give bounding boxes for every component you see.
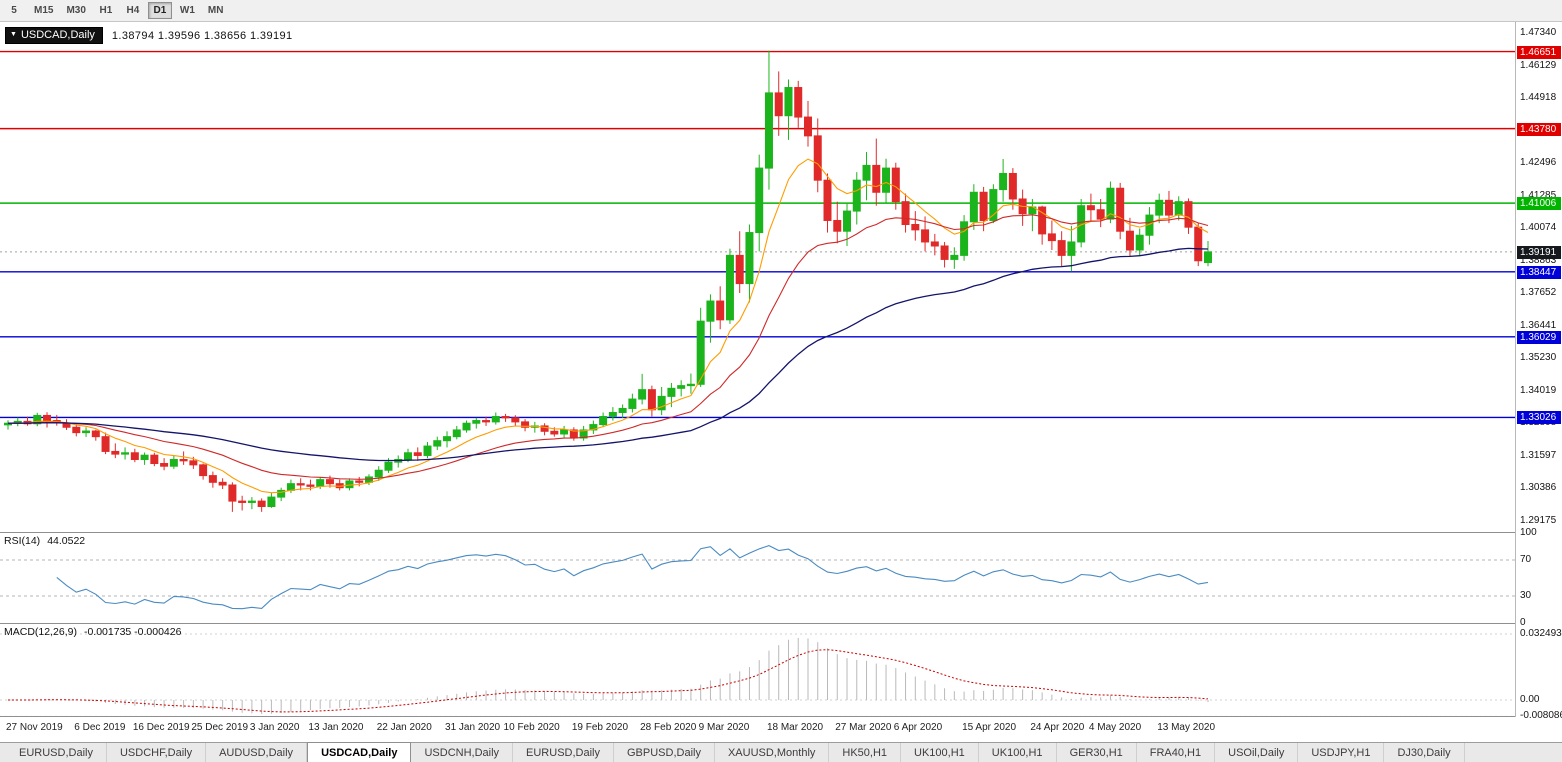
date-label: 9 Mar 2020 — [698, 722, 750, 733]
symbol-tab[interactable]: DJ30,Daily — [1384, 743, 1465, 762]
pane-separator — [0, 716, 1562, 717]
date-label: 6 Dec 2019 — [74, 722, 126, 733]
timeframe-button-d1[interactable]: D1 — [147, 2, 172, 19]
timeframe-toolbar: 5 M15 M30 H1 H4 D1 W1 MN — [0, 0, 1562, 22]
symbol-tab[interactable]: GBPUSD,Daily — [614, 743, 715, 762]
rsi-label: RSI(14) 44.0522 — [4, 535, 85, 547]
symbol-tab[interactable]: FRA40,H1 — [1137, 743, 1216, 762]
price-tick-label: 1.30386 — [1520, 482, 1557, 494]
timeframe-button-5[interactable]: 5 — [11, 5, 17, 16]
ohlc-values: 1.38794 1.39596 1.38656 1.39191 — [111, 29, 293, 42]
date-label: 25 Dec 2019 — [191, 722, 249, 733]
symbol-tab[interactable]: USDCNH,Daily — [411, 743, 514, 762]
date-label: 13 Jan 2020 — [308, 722, 364, 733]
symbol-tab[interactable]: UK100,H1 — [979, 743, 1057, 762]
timeframe-button-m15[interactable]: M15 — [34, 5, 54, 16]
symbol-label: USDCAD,Daily — [20, 29, 95, 41]
symbol-tab-bar: EURUSD,Daily USDCHF,Daily AUDUSD,Daily USDC… — [0, 742, 1562, 762]
symbol-tab[interactable]: USDJPY,H1 — [1298, 743, 1385, 762]
price-tick-label: 1.34019 — [1520, 384, 1557, 396]
timeframe-button-h4[interactable]: H4 — [126, 5, 140, 16]
symbol-tab[interactable]: XAUUSD,Monthly — [715, 743, 830, 762]
price-level-badge[interactable]: 1.43780 — [1517, 122, 1561, 136]
price-tick-label: 1.37652 — [1520, 287, 1557, 299]
price-level-badge[interactable]: 1.46651 — [1517, 45, 1561, 59]
date-label: 27 Nov 2019 — [6, 722, 63, 733]
main-chart-pane: ▼ USDCAD,Daily 1.38794 1.39596 1.38656 1… — [0, 22, 1515, 532]
symbol-tab[interactable]: USDCHF,Daily — [107, 743, 207, 762]
timeframe-button-h1[interactable]: H1 — [99, 5, 113, 16]
current-price-badge[interactable]: 1.39191 — [1517, 245, 1561, 259]
price-tick-label: 1.46129 — [1520, 59, 1557, 71]
price-level-badge[interactable]: 1.33026 — [1517, 411, 1561, 425]
rsi-tick-label: 100 — [1520, 527, 1537, 538]
macd-label: MACD(12,26,9) -0.001735 -0.000426 — [4, 626, 181, 638]
date-label: 16 Dec 2019 — [132, 722, 190, 733]
rsi-tick-label: 70 — [1520, 554, 1532, 565]
price-tick-label: 1.40074 — [1520, 222, 1557, 234]
symbol-tab[interactable]: HK50,H1 — [829, 743, 902, 762]
rsi-value: 44.0522 — [47, 535, 86, 547]
symbol-tab[interactable]: USDCAD,Daily — [307, 742, 412, 762]
price-axis: 1.473401.461291.449181.437071.424961.412… — [1515, 22, 1562, 721]
timeframe-button-w1[interactable]: W1 — [179, 5, 195, 16]
date-label: 13 May 2020 — [1157, 722, 1216, 733]
price-level-badge[interactable]: 1.38447 — [1517, 265, 1561, 279]
date-label: 15 Apr 2020 — [962, 722, 1017, 733]
chevron-down-icon: ▼ — [10, 31, 17, 38]
time-axis: 27 Nov 2019 6 Dec 2019 16 Dec 2019 25 Dec 2… — [0, 717, 1515, 742]
price-tick-label: 1.47340 — [1520, 27, 1557, 38]
price-tick-label: 1.35230 — [1520, 352, 1557, 364]
symbol-tab[interactable]: USOil,Daily — [1215, 743, 1299, 762]
timeframe-button-mn[interactable]: MN — [207, 5, 224, 16]
symbol-tab[interactable]: EURUSD,Daily — [6, 743, 107, 762]
date-label: 10 Feb 2020 — [503, 722, 560, 733]
candlestick-chart[interactable] — [0, 22, 1515, 532]
macd-tick-label: 0.00 — [1520, 694, 1540, 705]
price-tick-label: 1.41285 — [1520, 189, 1557, 201]
symbol-tab[interactable]: GER30,H1 — [1057, 743, 1137, 762]
pane-separator — [0, 532, 1562, 533]
symbol-title-box[interactable]: ▼ USDCAD,Daily — [5, 27, 103, 44]
symbol-tab[interactable]: EURUSD,Daily — [513, 743, 614, 762]
rsi-chart[interactable] — [0, 533, 1515, 623]
symbol-tab[interactable]: AUDUSD,Daily — [206, 743, 308, 762]
rsi-tick-label: 30 — [1520, 590, 1532, 601]
date-label: 3 Jan 2020 — [249, 722, 300, 733]
price-level-badge[interactable]: 1.36029 — [1517, 330, 1561, 344]
macd-pane: MACD(12,26,9) -0.001735 -0.000426 — [0, 624, 1515, 716]
date-label: 31 Jan 2020 — [445, 722, 501, 733]
price-tick-label: 1.44918 — [1520, 92, 1557, 104]
price-tick-label: 1.38863 — [1520, 254, 1557, 266]
rsi-name: RSI(14) — [4, 535, 41, 547]
date-label: 19 Feb 2020 — [571, 722, 629, 733]
price-tick-label: 1.29175 — [1520, 514, 1557, 526]
price-tick-label: 1.36441 — [1520, 319, 1557, 331]
macd-tick-label: 0.032493 — [1520, 628, 1562, 639]
chart-title: ▼ USDCAD,Daily 1.38794 1.39596 1.38656 1… — [5, 27, 293, 44]
pane-separator — [0, 623, 1562, 624]
price-tick-label: 1.31597 — [1520, 449, 1557, 461]
date-label: 28 Feb 2020 — [640, 722, 697, 733]
macd-values: -0.001735 -0.000426 — [83, 626, 182, 638]
macd-tick-label: -0.008086 — [1520, 710, 1562, 722]
price-tick-label: 1.42496 — [1520, 157, 1557, 169]
date-label: 24 Apr 2020 — [1030, 722, 1085, 733]
date-label: 4 May 2020 — [1088, 722, 1142, 733]
symbol-tab[interactable]: UK100,H1 — [901, 743, 979, 762]
rsi-tick-label: 0 — [1520, 617, 1526, 628]
date-label: 22 Jan 2020 — [376, 722, 432, 733]
date-label: 18 Mar 2020 — [766, 722, 824, 733]
macd-chart[interactable] — [0, 624, 1515, 716]
rsi-pane: RSI(14) 44.0522 — [0, 533, 1515, 623]
price-level-badge[interactable]: 1.41006 — [1517, 197, 1561, 211]
macd-name: MACD(12,26,9) — [4, 626, 77, 638]
date-label: 6 Apr 2020 — [893, 722, 943, 733]
date-label: 27 Mar 2020 — [835, 722, 892, 733]
timeframe-button-m30[interactable]: M30 — [66, 5, 86, 16]
